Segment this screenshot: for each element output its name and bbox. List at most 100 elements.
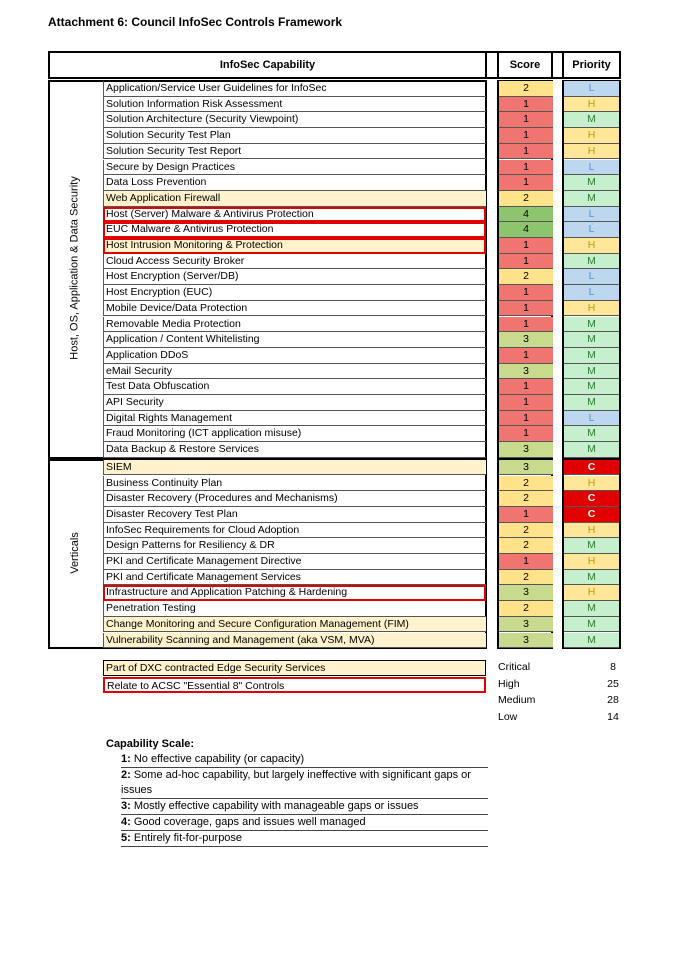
priority-cell: L xyxy=(564,159,619,176)
scale-item: 3: Mostly effective capability with mana… xyxy=(121,799,488,815)
capability-cell: Host Encryption (EUC) xyxy=(103,285,486,301)
priority-counts: Critical 8 High 25 Medium 28 Low 14 xyxy=(498,661,628,727)
gap-column xyxy=(485,51,499,79)
priority-cell: M xyxy=(564,363,619,380)
priority-cell: H xyxy=(564,96,619,113)
count-label: Medium xyxy=(498,694,536,706)
capability-cell: Change Monitoring and Secure Configurati… xyxy=(103,616,486,633)
scale-text: Some ad-hoc capability, but largely inef… xyxy=(121,769,475,796)
capability-cell: Application / Content Whitelisting xyxy=(103,332,486,348)
scale-number: 3: xyxy=(121,800,131,812)
section-label-text: Verticals xyxy=(68,532,81,574)
capability-cell: Application DDoS xyxy=(103,347,486,364)
scale-text: Good coverage, gaps and issues well mana… xyxy=(130,816,366,828)
capability-cell: Disaster Recovery (Procedures and Mechan… xyxy=(103,491,486,507)
scale-text: Entirely fit-for-purpose xyxy=(130,832,243,844)
capability-scale-list: 1: No effective capability (or capacity)… xyxy=(121,752,488,847)
priority-count-row: Low 14 xyxy=(498,711,628,728)
scale-number: 2: xyxy=(121,769,131,781)
capability-cell: Host Intrusion Monitoring & Protection xyxy=(103,238,486,254)
score-cell: 1 xyxy=(499,506,553,523)
capability-cell: Data Backup & Restore Services xyxy=(103,442,486,458)
scale-item: 4: Good coverage, gaps and issues well m… xyxy=(121,815,488,831)
count-label: Critical xyxy=(498,661,531,673)
scale-item: 2: Some ad-hoc capability, but largely i… xyxy=(121,768,488,799)
priority-cell: H xyxy=(564,238,619,254)
priority-cell: M xyxy=(564,253,619,270)
priority-cell: H xyxy=(564,143,619,160)
score-cell: 4 xyxy=(499,206,553,223)
score-cell: 1 xyxy=(499,175,553,191)
capability-cell: PKI and Certificate Management Services xyxy=(103,569,486,586)
score-cell: 1 xyxy=(499,300,553,317)
score-cell: 1 xyxy=(499,410,553,427)
priority-cell: L xyxy=(564,206,619,223)
score-cell: 1 xyxy=(499,143,553,160)
column-box xyxy=(562,80,621,459)
priority-cell: M xyxy=(564,632,619,649)
priority-cell: L xyxy=(564,81,619,97)
count-value: 25 xyxy=(607,677,619,690)
capability-cell: EUC Malware & Antivirus Protection xyxy=(103,222,486,238)
section-0 xyxy=(48,80,487,459)
count-label: High xyxy=(498,677,520,690)
capability-cell: Test Data Obfuscation xyxy=(103,379,486,395)
capability-cell: Solution Security Test Plan xyxy=(103,128,486,144)
priority-cell: M xyxy=(564,332,619,348)
priority-cell: C xyxy=(564,491,619,507)
capability-cell: Fraud Monitoring (ICT application misuse… xyxy=(103,426,486,443)
score-cell: 3 xyxy=(499,442,553,458)
capability-cell: Mobile Device/Data Protection xyxy=(103,300,486,317)
scale-number: 1: xyxy=(121,753,131,765)
capability-cell: Data Loss Prevention xyxy=(103,175,486,191)
gap-column xyxy=(551,51,564,79)
priority-cell: M xyxy=(564,379,619,395)
score-cell: 1 xyxy=(499,426,553,443)
capability-cell: Solution Security Test Report xyxy=(103,143,486,160)
score-cell: 2 xyxy=(499,269,553,286)
section-label: Verticals xyxy=(48,459,101,647)
capability-cell: Infrastructure and Application Patching … xyxy=(103,585,486,602)
score-cell: 3 xyxy=(499,632,553,649)
priority-cell: M xyxy=(564,175,619,191)
legend-essential-8: Relate to ACSC "Essential 8" Controls xyxy=(103,677,486,693)
score-cell: 2 xyxy=(499,522,553,539)
priority-cell: H xyxy=(564,475,619,492)
priority-cell: M xyxy=(564,601,619,617)
priority-count-row: High 25 xyxy=(498,678,628,695)
score-cell: 2 xyxy=(499,569,553,586)
capability-cell: PKI and Certificate Management Directive xyxy=(103,554,486,570)
priority-cell: H xyxy=(564,300,619,317)
priority-cell: C xyxy=(564,506,619,523)
priority-cell: M xyxy=(564,442,619,458)
capability-cell: Host Encryption (Server/DB) xyxy=(103,269,486,286)
priority-cell: H xyxy=(564,585,619,602)
priority-cell: C xyxy=(564,459,619,476)
score-cell: 1 xyxy=(499,347,553,364)
section-label-text: Host, OS, Application & Data Security xyxy=(68,176,81,361)
priority-cell: M xyxy=(564,347,619,364)
scale-text: Mostly effective capability with managea… xyxy=(130,800,419,812)
capability-cell: Cloud Access Security Broker xyxy=(103,253,486,270)
score-cell: 1 xyxy=(499,379,553,395)
capability-cell: Penetration Testing xyxy=(103,601,486,617)
capability-cell: Business Continuity Plan xyxy=(103,475,486,492)
priority-cell: H xyxy=(564,128,619,144)
capability-cell: API Security xyxy=(103,395,486,411)
priority-cell: M xyxy=(564,112,619,129)
score-cell: 2 xyxy=(499,538,553,554)
capability-cell: SIEM xyxy=(103,459,486,476)
count-value: 28 xyxy=(607,694,619,706)
priority-cell: M xyxy=(564,538,619,554)
priority-cell: M xyxy=(564,426,619,443)
priority-cell: H xyxy=(564,554,619,570)
scale-number: 5: xyxy=(121,832,131,844)
priority-cell: M xyxy=(564,616,619,633)
score-cell: 1 xyxy=(499,112,553,129)
score-cell: 2 xyxy=(499,491,553,507)
capability-cell: Vulnerability Scanning and Management (a… xyxy=(103,632,486,649)
scale-item: 1: No effective capability (or capacity) xyxy=(121,752,488,768)
score-cell: 3 xyxy=(499,616,553,633)
capability-cell: InfoSec Requirements for Cloud Adoption xyxy=(103,522,486,539)
